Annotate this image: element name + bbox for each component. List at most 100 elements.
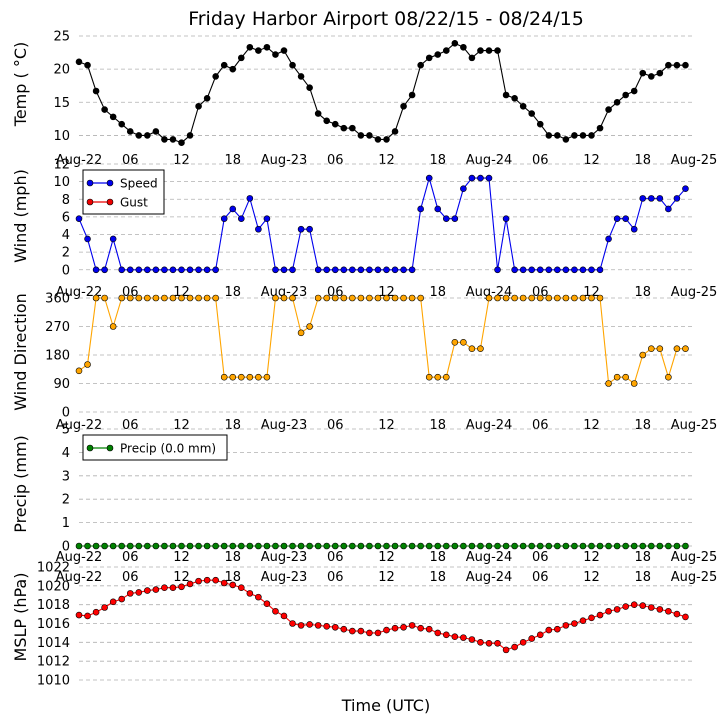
wind-data-point	[630, 225, 638, 233]
temp-series-line	[78, 42, 686, 144]
precip-data-point	[109, 542, 117, 550]
mslp-ytick-label: 1012	[37, 655, 70, 670]
temp-data-point	[220, 61, 228, 69]
wind-legend-label: Gust	[120, 196, 148, 210]
mslp-data-point	[519, 639, 527, 646]
direction-data-point	[665, 373, 672, 381]
direction-data-point	[349, 294, 356, 302]
temp-data-point	[289, 61, 296, 69]
mslp-data-point	[442, 631, 450, 639]
wind-xtick-label: Aug-22	[56, 285, 103, 300]
precip-ytick-label: 4	[62, 446, 70, 461]
precip-xtick-label: 06	[532, 550, 549, 565]
direction-data-point	[101, 294, 108, 302]
temp-data-point	[272, 51, 279, 58]
mslp-data-point	[92, 608, 100, 616]
wind-xtick-label: 12	[378, 285, 395, 300]
x-axis-title: Time (UTC)	[341, 696, 430, 715]
direction-xtick-label: 12	[378, 418, 395, 433]
precip-data-point	[212, 542, 219, 550]
mslp-data-point	[605, 607, 612, 615]
direction-data-point	[161, 294, 168, 302]
mslp-data-point	[186, 580, 194, 588]
wind-xtick-label: 06	[327, 285, 344, 300]
wind-data-point	[434, 205, 442, 213]
precip-data-point	[246, 542, 254, 550]
wind-data-point	[673, 195, 681, 202]
temp-data-point	[203, 95, 211, 102]
wind-data-point	[460, 185, 467, 192]
temp-xtick-label: 06	[532, 153, 549, 168]
wind-data-point	[169, 266, 177, 274]
temp-data-point	[195, 102, 202, 110]
temp-xtick-label: Aug-24	[466, 153, 513, 168]
wind-data-point	[314, 266, 322, 274]
mslp-data-point	[75, 611, 83, 619]
mslp-data-point	[152, 586, 160, 593]
precip-xtick-label: Aug-22	[56, 550, 103, 565]
precip-data-point	[152, 542, 160, 550]
precip-data-point	[596, 542, 604, 550]
temp-data-point	[647, 73, 655, 80]
wind-ytick-label: 0	[62, 263, 70, 278]
mslp-data-point	[161, 584, 168, 592]
precip-data-point	[383, 542, 390, 550]
precip-xtick-label: 12	[173, 550, 190, 565]
temp-data-point	[263, 43, 271, 51]
wind-xtick-label: 12	[173, 285, 190, 300]
temp-data-point	[554, 132, 561, 139]
precip-data-point	[545, 542, 553, 550]
temp-data-point	[673, 61, 681, 69]
wind-data-point	[383, 266, 390, 274]
direction-data-point	[280, 294, 288, 302]
direction-data-point	[374, 294, 382, 302]
direction-data-point	[144, 294, 151, 302]
precip-data-point	[477, 542, 484, 550]
temp-xtick-label: 12	[378, 153, 395, 168]
direction-data-point	[408, 294, 416, 302]
temp-data-point	[579, 132, 587, 139]
mslp-data-point	[408, 622, 416, 629]
temp-data-point	[314, 110, 322, 117]
precip-xtick-label: Aug-25	[671, 550, 718, 565]
precip-data-point	[519, 542, 527, 550]
direction-data-point	[220, 373, 228, 381]
precip-data-point	[502, 542, 510, 550]
mslp-data-point	[596, 611, 604, 619]
wind-data-point	[229, 205, 237, 213]
mslp-data-point	[485, 639, 493, 647]
temp-xtick-label: 18	[634, 153, 651, 168]
direction-xtick-label: Aug-23	[261, 418, 308, 433]
direction-ytick-label: 360	[45, 292, 70, 307]
direction-data-point	[331, 294, 339, 302]
direction-xtick-label: 06	[122, 418, 139, 433]
precip-data-point	[442, 542, 450, 550]
precip-data-point	[135, 542, 143, 550]
direction-xtick-label: 06	[532, 418, 549, 433]
wind-xtick-label: 18	[634, 285, 651, 300]
precip-data-point	[536, 542, 544, 550]
precip-data-point	[588, 542, 595, 550]
direction-data-point	[400, 294, 407, 302]
wind-data-point	[417, 205, 424, 213]
precip-data-point	[682, 542, 689, 550]
mslp-data-point	[383, 626, 390, 634]
wind-data-point	[605, 235, 612, 243]
temp-y-axis-label: Temp ( °C)	[11, 42, 30, 127]
precip-data-point	[485, 542, 493, 550]
wind-data-point	[212, 266, 219, 274]
mslp-data-point	[528, 635, 536, 642]
precip-data-point	[460, 542, 467, 550]
wind-data-point	[442, 215, 450, 222]
mslp-data-point	[289, 620, 296, 627]
mslp-data-point	[212, 576, 219, 584]
direction-data-point	[126, 294, 134, 302]
temp-xtick-label: Aug-25	[671, 153, 718, 168]
wind-data-point	[511, 266, 518, 274]
mslp-data-point	[135, 589, 143, 596]
precip-data-point	[237, 542, 245, 550]
precip-data-point	[366, 542, 373, 550]
temp-data-point	[237, 54, 245, 62]
precip-ytick-label: 2	[62, 493, 70, 508]
wind-data-point	[391, 266, 399, 274]
